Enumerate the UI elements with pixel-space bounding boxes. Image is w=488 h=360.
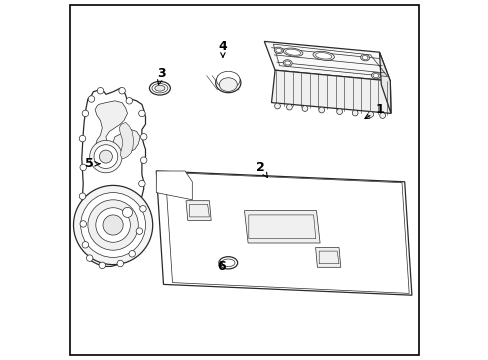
- Text: 3: 3: [157, 67, 165, 85]
- Circle shape: [89, 140, 122, 173]
- Circle shape: [122, 207, 132, 217]
- Polygon shape: [156, 171, 192, 200]
- Polygon shape: [244, 211, 320, 243]
- Circle shape: [80, 221, 86, 227]
- Ellipse shape: [219, 78, 237, 91]
- Polygon shape: [185, 201, 211, 220]
- Circle shape: [81, 193, 145, 257]
- Ellipse shape: [372, 73, 378, 78]
- Ellipse shape: [155, 85, 164, 91]
- Circle shape: [140, 134, 146, 140]
- Ellipse shape: [283, 48, 302, 57]
- Circle shape: [379, 113, 385, 118]
- Ellipse shape: [152, 84, 167, 93]
- Polygon shape: [379, 52, 390, 113]
- Circle shape: [94, 145, 118, 168]
- Circle shape: [82, 242, 88, 248]
- Circle shape: [103, 215, 123, 235]
- Text: 4: 4: [218, 40, 227, 57]
- Circle shape: [140, 206, 146, 212]
- Circle shape: [88, 96, 95, 102]
- Circle shape: [286, 104, 292, 110]
- Circle shape: [140, 157, 146, 163]
- Polygon shape: [156, 171, 411, 295]
- Circle shape: [86, 255, 93, 261]
- Ellipse shape: [315, 53, 331, 59]
- Circle shape: [118, 203, 136, 221]
- Ellipse shape: [360, 54, 369, 61]
- Circle shape: [80, 164, 86, 171]
- Circle shape: [96, 208, 130, 242]
- Ellipse shape: [274, 47, 283, 54]
- Text: 5: 5: [85, 157, 100, 170]
- Ellipse shape: [275, 48, 281, 53]
- Circle shape: [119, 87, 125, 94]
- Circle shape: [79, 193, 85, 199]
- Circle shape: [73, 185, 152, 265]
- Ellipse shape: [215, 73, 241, 93]
- Circle shape: [318, 107, 324, 113]
- Circle shape: [274, 103, 280, 109]
- Circle shape: [126, 98, 132, 104]
- Text: 1: 1: [364, 103, 383, 118]
- Ellipse shape: [362, 55, 367, 60]
- Ellipse shape: [219, 257, 237, 269]
- Polygon shape: [95, 101, 127, 157]
- Circle shape: [367, 112, 373, 117]
- Ellipse shape: [284, 61, 290, 65]
- Circle shape: [336, 109, 342, 114]
- Circle shape: [99, 150, 112, 163]
- Ellipse shape: [216, 71, 240, 89]
- Circle shape: [136, 228, 142, 234]
- Circle shape: [351, 110, 357, 116]
- Circle shape: [139, 180, 145, 187]
- Circle shape: [97, 87, 103, 94]
- Polygon shape: [315, 248, 340, 267]
- Polygon shape: [113, 130, 140, 155]
- Circle shape: [88, 200, 138, 250]
- Ellipse shape: [312, 51, 334, 60]
- Text: 6: 6: [216, 260, 225, 273]
- Ellipse shape: [149, 81, 170, 95]
- Circle shape: [79, 135, 85, 142]
- Circle shape: [99, 262, 105, 269]
- Ellipse shape: [285, 49, 300, 55]
- Polygon shape: [119, 122, 133, 158]
- Circle shape: [302, 105, 307, 111]
- Ellipse shape: [221, 259, 234, 266]
- Text: 2: 2: [256, 161, 267, 177]
- Polygon shape: [81, 88, 145, 266]
- Ellipse shape: [283, 60, 292, 66]
- Circle shape: [129, 251, 135, 257]
- Circle shape: [139, 110, 145, 117]
- Polygon shape: [271, 70, 390, 113]
- Circle shape: [82, 110, 88, 117]
- Circle shape: [117, 260, 123, 267]
- Polygon shape: [264, 41, 389, 81]
- Ellipse shape: [371, 72, 380, 79]
